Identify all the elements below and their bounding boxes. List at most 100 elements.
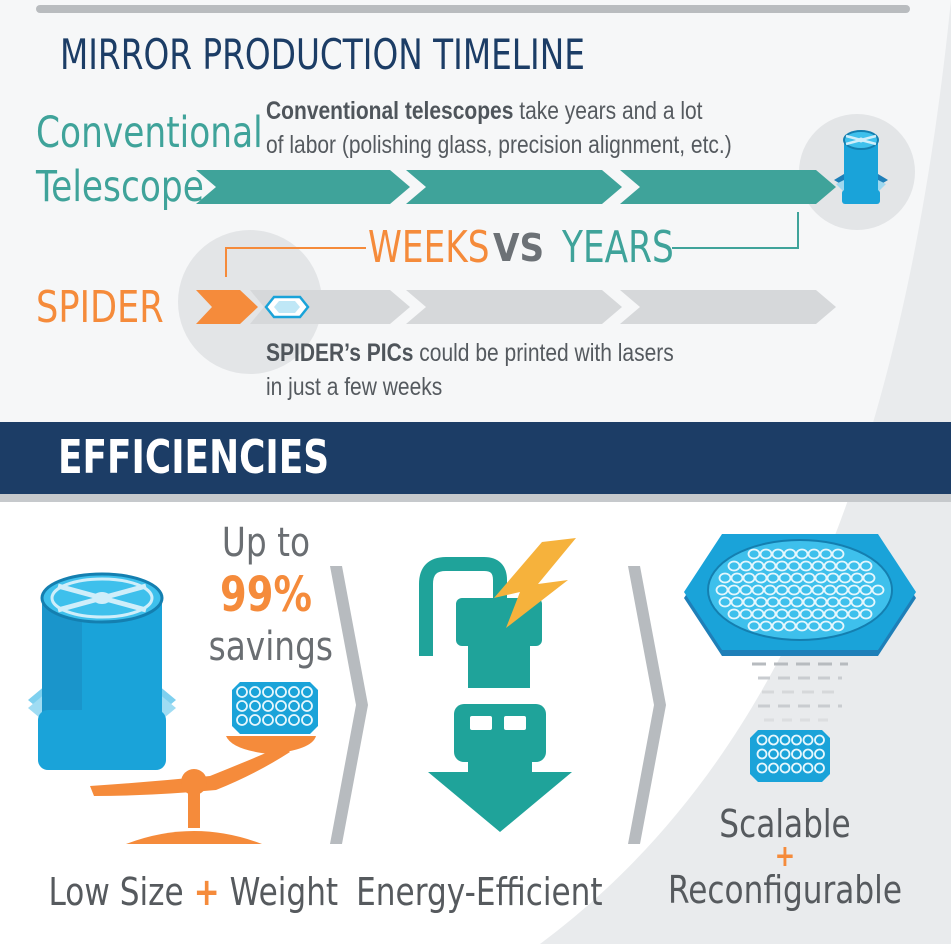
array-hole	[835, 608, 849, 620]
array-hole	[783, 548, 797, 560]
array-hole	[739, 560, 753, 572]
spider-description-line2: in just a few weeks	[266, 373, 443, 401]
array-hole	[811, 584, 825, 596]
low-size-text: Low Size	[48, 870, 194, 914]
array-hole	[847, 608, 861, 620]
array-hole	[754, 596, 768, 608]
array-hole	[826, 572, 840, 584]
savings-line1: Up to	[221, 520, 311, 566]
array-hole	[871, 584, 885, 596]
array-hole	[775, 608, 789, 620]
array-hole	[826, 596, 840, 608]
array-hole	[759, 620, 773, 632]
timeline-title: MIRROR PRODUCTION TIMELINE	[60, 30, 585, 79]
array-hole	[859, 608, 873, 620]
array-hole	[742, 596, 756, 608]
plus-icon-2: +	[774, 839, 796, 874]
array-hole	[718, 572, 732, 584]
chip-hole	[802, 734, 814, 746]
chip-hole	[814, 748, 825, 760]
array-hole	[766, 572, 780, 584]
array-hole	[819, 620, 833, 632]
array-hole	[775, 560, 789, 572]
chip-hole	[779, 734, 791, 746]
array-hole	[802, 596, 816, 608]
array-hole	[759, 548, 773, 560]
chip-hole	[756, 762, 768, 774]
pic-chip-icon	[264, 295, 310, 319]
array-hole	[847, 560, 861, 572]
array-hole	[727, 584, 741, 596]
array-hole	[715, 584, 729, 596]
vs-label: VS	[493, 226, 545, 270]
array-hole	[859, 560, 873, 572]
conventional-description-rest: take years and a lot	[513, 97, 703, 125]
chip-hole	[301, 700, 313, 712]
chip-hole	[275, 686, 287, 698]
chip-hole	[791, 762, 802, 774]
array-hole	[790, 596, 804, 608]
array-hole	[787, 584, 801, 596]
balance-scale-icon	[90, 736, 316, 844]
energy-efficient-label: Energy-Efficient	[356, 870, 603, 914]
array-hole	[751, 584, 765, 596]
array-hole	[790, 572, 804, 584]
reconfigurable-text: Reconfigurable	[667, 868, 903, 912]
chip-hole	[814, 734, 825, 746]
array-hole	[850, 596, 864, 608]
array-hole	[814, 596, 828, 608]
spider-label: SPIDER	[36, 282, 164, 333]
array-hole	[795, 620, 809, 632]
lightning-bolt-icon	[494, 538, 576, 628]
array-hole	[814, 572, 828, 584]
spider-timeline-arrows	[196, 290, 836, 324]
chip-hole	[249, 700, 261, 712]
chip-hole	[802, 762, 814, 774]
array-hole	[859, 584, 873, 596]
weeks-label: WEEKS	[368, 222, 490, 273]
array-hole	[838, 572, 852, 584]
array-hole	[862, 596, 876, 608]
array-hole	[739, 584, 753, 596]
array-hole	[754, 572, 768, 584]
gray-chevron-3	[620, 290, 836, 324]
array-hole	[795, 548, 809, 560]
chip-hole	[779, 748, 791, 760]
chip-hole	[236, 700, 248, 712]
array-hole	[778, 596, 792, 608]
chip-hole	[288, 714, 300, 726]
array-hole	[783, 620, 797, 632]
telescope-icon	[834, 130, 888, 204]
array-hole	[819, 548, 833, 560]
array-holes	[715, 548, 885, 632]
array-hole	[718, 596, 732, 608]
array-hole	[747, 548, 761, 560]
conventional-description: Conventional telescopes take years and a…	[266, 94, 732, 162]
array-hole	[742, 572, 756, 584]
conventional-label: Conventional Telescope	[36, 106, 263, 214]
array-hole	[763, 608, 777, 620]
array-hole	[807, 548, 821, 560]
chip-hole	[301, 686, 313, 698]
array-hole	[751, 560, 765, 572]
array-hole	[763, 560, 777, 572]
spider-description-rest: could be printed with lasers	[413, 339, 674, 367]
array-hole	[727, 608, 741, 620]
teal-chevron-2	[406, 170, 622, 204]
conventional-timeline-arrows	[196, 170, 836, 204]
array-hole	[838, 596, 852, 608]
array-hole	[730, 572, 744, 584]
chip-hole	[814, 762, 825, 774]
array-hole	[811, 560, 825, 572]
scalable-reconfigurable-label: Scalable + Reconfigurable	[640, 800, 930, 914]
chip-hole	[288, 700, 300, 712]
array-hole	[799, 608, 813, 620]
chip-hole	[275, 714, 287, 726]
array-hole	[831, 548, 845, 560]
chip-hole	[756, 748, 768, 760]
array-hole	[831, 620, 845, 632]
chip-hole	[249, 686, 261, 698]
conventional-label-line2: Telescope	[36, 162, 204, 212]
